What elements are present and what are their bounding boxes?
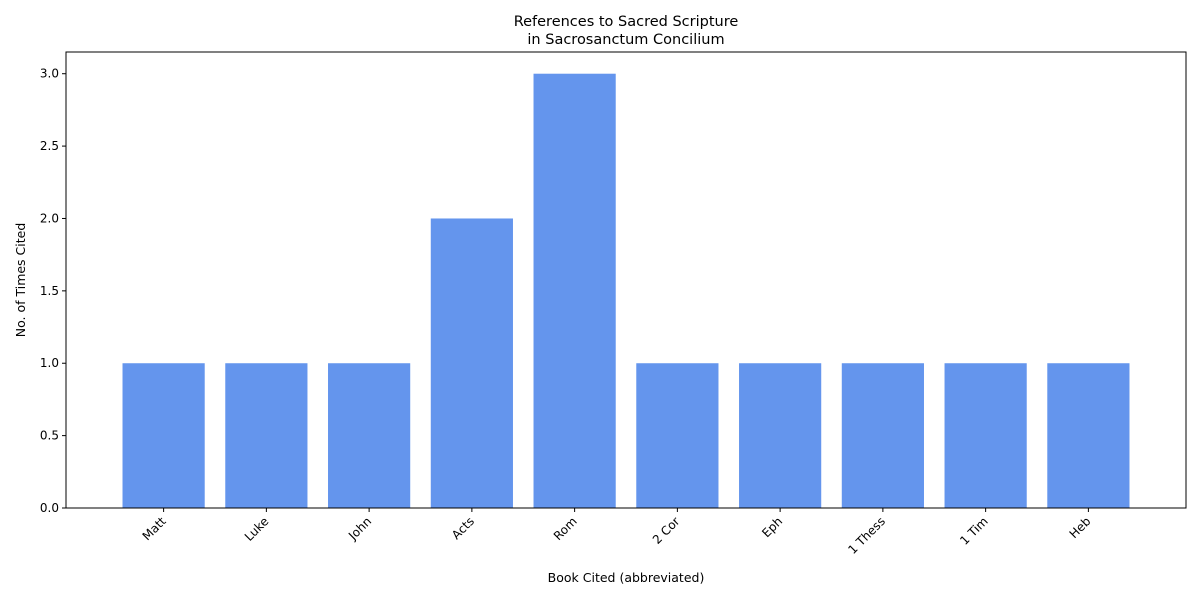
- y-tick-label: 1.5: [40, 284, 59, 298]
- bar-matt: [122, 363, 205, 508]
- chart-title-line2: in Sacrosanctum Concilium: [527, 32, 724, 48]
- bar-2-cor: [636, 363, 719, 508]
- y-axis-ticks: 0.0 0.5 1.0 1.5 2.0 2.5 3.0: [40, 67, 66, 515]
- x-tick-label: Rom: [551, 514, 580, 543]
- bar-john: [328, 363, 411, 508]
- x-tick-label: Eph: [759, 514, 785, 540]
- y-tick-label: 2.5: [40, 139, 59, 153]
- plot-area-frame: [65, 51, 1187, 509]
- x-tick-label: Matt: [140, 514, 169, 543]
- bar-eph: [739, 363, 822, 508]
- x-axis-ticks: Matt Luke John Acts Rom 2 Cor Eph 1 Thess 1 Tim H…: [140, 508, 1094, 557]
- x-tick-label: 2 Cor: [650, 514, 683, 547]
- x-tick-label: 1 Tim: [957, 514, 991, 548]
- bar-acts: [430, 218, 513, 508]
- chart-title-line1: References to Sacred Scripture: [514, 14, 739, 30]
- x-tick-label: Luke: [242, 514, 272, 544]
- x-axis-label: Book Cited (abbreviated): [548, 570, 705, 585]
- bar-1-tim: [944, 363, 1027, 508]
- x-tick-label: 1 Thess: [845, 514, 888, 557]
- y-tick-label: 3.0: [40, 67, 59, 81]
- y-tick-label: 1.0: [40, 356, 59, 370]
- y-tick-label: 0.5: [40, 429, 59, 443]
- bar-heb: [1047, 363, 1130, 508]
- bar-luke: [225, 363, 308, 508]
- y-tick-label: 0.0: [40, 501, 59, 515]
- x-tick-label: Heb: [1067, 514, 1094, 541]
- bar-1-thess: [841, 363, 924, 508]
- x-tick-label: Acts: [449, 514, 477, 542]
- x-tick-label: John: [345, 514, 374, 543]
- y-tick-label: 2.0: [40, 211, 59, 225]
- y-axis-label: No. of Times Cited: [13, 223, 28, 338]
- bar-rom: [533, 73, 616, 508]
- bars-group: [122, 73, 1130, 508]
